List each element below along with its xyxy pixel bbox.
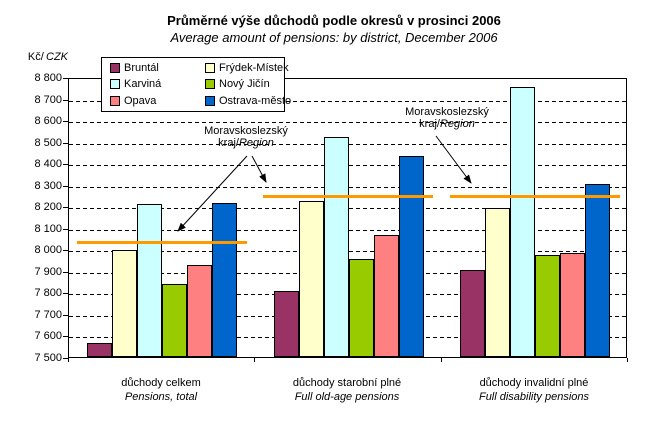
legend-item-ostrava-m-sto: Ostrava-město <box>205 95 291 107</box>
legend-label: Opava <box>124 94 157 107</box>
legend-swatch <box>110 63 120 74</box>
x-tick-mark <box>254 358 255 362</box>
bar-ostrava-m-sto <box>585 184 610 357</box>
bar-opava <box>374 235 399 357</box>
bar-karvin- <box>324 137 349 357</box>
x-tick-mark <box>627 358 628 362</box>
bar-nov-ji-n <box>349 259 374 357</box>
bar-ostrava-m-sto <box>212 203 237 357</box>
y-tick-mark <box>63 78 68 79</box>
plot-area <box>68 78 628 358</box>
y-tick-label: 7 700 <box>34 308 62 321</box>
legend-item-fr-dek-m-stek: Frýdek-Místek <box>205 62 291 74</box>
legend-swatch <box>205 79 215 90</box>
category-label-czech: důchody celkem <box>121 377 201 389</box>
y-tick-label: 8 500 <box>34 136 62 149</box>
region-annotation-2: Moravskoslezský kraj/Region <box>367 106 527 130</box>
y-tick-label: 8 100 <box>34 222 62 235</box>
y-tick-label: 8 300 <box>34 179 62 192</box>
legend-item-nov-ji-n: Nový Jičín <box>205 78 291 90</box>
legend-label: Ostrava-město <box>219 94 292 107</box>
y-tick-mark <box>63 185 68 187</box>
legend-swatch <box>205 63 215 74</box>
region-annotation-1-line1: Moravskoslezský <box>204 125 288 137</box>
chart-title: Průměrné výše důchodů podle okresů v pro… <box>167 13 501 28</box>
legend-swatch <box>205 95 215 106</box>
y-tick-mark <box>63 99 68 101</box>
y-tick-mark <box>63 293 68 295</box>
region-annotation-2-line1: Moravskoslezský <box>405 106 489 118</box>
region-annotation-1: Moravskoslezský kraj/Region <box>166 125 326 149</box>
y-tick-mark <box>63 228 68 230</box>
bar-nov-ji-n <box>162 284 187 357</box>
legend-box: Bruntál Karviná Opava Frýdek-Místek Nový Jič… <box>101 57 291 112</box>
y-tick-mark <box>63 358 68 359</box>
y-tick-label: 8 400 <box>34 158 62 171</box>
y-tick-mark <box>63 142 68 144</box>
bar-ostrava-m-sto <box>399 156 424 357</box>
category-label: důchody celkem Pensions, total <box>68 376 254 404</box>
region-annotation-2-line2: kraj/Region <box>419 118 475 130</box>
category-label-czech: důchody invalidní plné <box>479 377 589 389</box>
y-tick-mark <box>63 164 68 166</box>
y-axis-unit-label: Kč/ CZK <box>20 51 68 63</box>
y-tick-label: 7 900 <box>34 265 62 278</box>
x-tick-mark <box>68 358 69 362</box>
y-tick-label: 8 800 <box>34 72 62 84</box>
legend-label: Nový Jičín <box>219 78 270 91</box>
bar-opava <box>560 253 585 357</box>
y-tick-label: 8 700 <box>34 93 62 106</box>
bar-nov-ji-n <box>535 255 560 357</box>
region-average-line <box>263 195 433 198</box>
legend-item-opava: Opava <box>110 95 205 107</box>
category-label: důchody starobní plné Full old-age pensio… <box>254 376 440 404</box>
bar-brunt-l <box>87 343 112 357</box>
y-tick-label: 7 500 <box>34 352 62 364</box>
y-tick-label: 7 600 <box>34 330 62 343</box>
y-axis-unit-english: CZK <box>46 51 68 63</box>
bar-brunt-l <box>274 291 299 357</box>
chart-subtitle: Average amount of pensions: by district,… <box>170 30 498 45</box>
bar-fr-dek-m-stek <box>112 250 137 357</box>
y-tick-mark <box>63 250 68 252</box>
legend-label: Frýdek-Místek <box>219 62 289 75</box>
y-tick-mark <box>63 336 68 338</box>
bar-brunt-l <box>460 270 485 357</box>
legend-item-brunt-l: Bruntál <box>110 62 205 74</box>
bar-opava <box>187 265 212 357</box>
legend-label: Karviná <box>124 78 162 91</box>
legend-swatch <box>110 79 120 90</box>
bar-karvin- <box>137 204 162 357</box>
y-tick-label: 7 800 <box>34 287 62 300</box>
y-tick-label: 8 600 <box>34 115 62 128</box>
legend-label: Bruntál <box>124 62 159 75</box>
y-tick-label: 8 200 <box>34 201 62 214</box>
category-label-czech: důchody starobní plné <box>292 377 402 389</box>
y-tick-mark <box>63 207 68 209</box>
y-tick-label: 8 000 <box>34 244 62 257</box>
category-label-english: Full disability pensions <box>478 391 590 403</box>
bar-fr-dek-m-stek <box>485 208 510 357</box>
legend-item-karvin-: Karviná <box>110 78 205 90</box>
y-tick-mark <box>63 314 68 316</box>
legend-swatch <box>110 95 120 106</box>
x-tick-mark <box>441 358 442 362</box>
y-axis-unit-czech: Kč/ <box>27 51 44 63</box>
category-label: důchody invalidní plné Full disability pe… <box>441 376 627 404</box>
y-tick-mark <box>63 121 68 123</box>
category-label-english: Full old-age pensions <box>294 391 400 403</box>
bar-fr-dek-m-stek <box>299 201 324 357</box>
y-tick-mark <box>63 271 68 273</box>
category-label-english: Pensions, total <box>124 391 198 403</box>
region-average-line <box>77 241 247 244</box>
region-annotation-1-line2: kraj/Region <box>218 137 274 149</box>
bar-karvin- <box>510 87 535 357</box>
region-average-line <box>450 195 620 198</box>
